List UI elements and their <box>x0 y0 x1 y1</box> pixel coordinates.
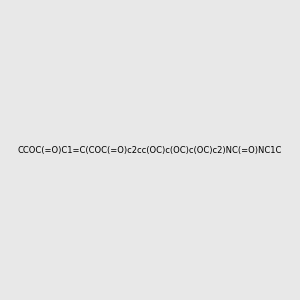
Text: CCOC(=O)C1=C(COC(=O)c2cc(OC)c(OC)c(OC)c2)NC(=O)NC1C: CCOC(=O)C1=C(COC(=O)c2cc(OC)c(OC)c(OC)c2… <box>18 146 282 154</box>
